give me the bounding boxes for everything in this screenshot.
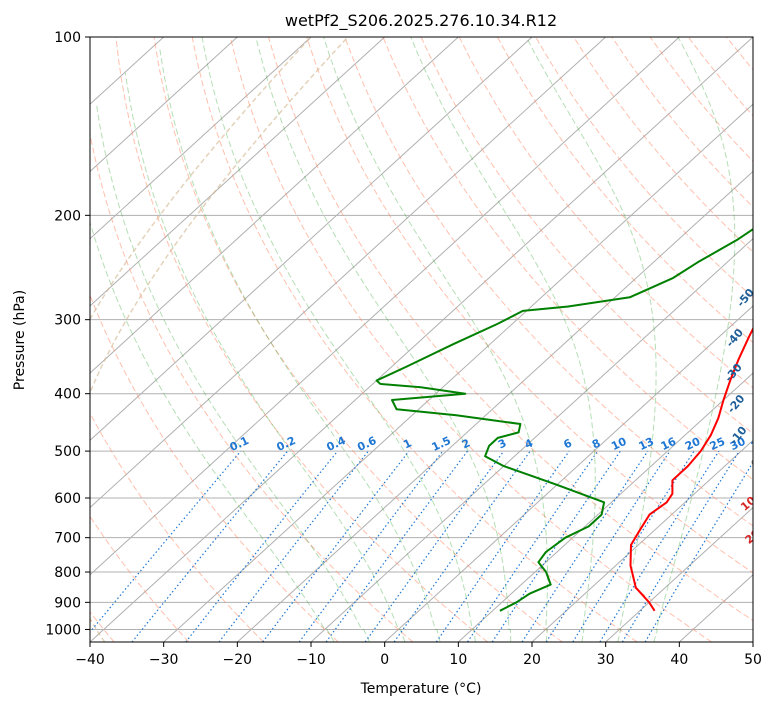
x-tick-label: 40 [670,652,688,668]
mixing-ratio-label: 16 [659,435,679,453]
dry-adiabat-line [229,37,712,642]
mixing-ratio-line [435,450,570,642]
y-axis-label: Pressure (hPa) [12,290,28,390]
chart-title: wetPf2_S206.2025.276.10.34.R12 [285,11,557,31]
isotherm-line [90,37,533,442]
mixing-ratio-label: 20 [683,435,703,453]
moist-adiabat-line [255,37,512,642]
mixing-ratio-line [621,450,740,642]
y-tick-label: 600 [54,491,81,507]
isotherm-line [457,372,753,642]
isotherm-line [90,37,312,240]
y-tick-label: 400 [54,387,81,403]
mixing-ratio-line [466,450,599,642]
mixing-ratio-line [262,450,410,642]
mixing-ratio-line [521,450,649,642]
isotherm-line [90,37,753,642]
mixing-ratio-line [298,450,444,642]
dry-adiabat-line [153,37,563,642]
x-axis-label: Temperature (°C) [360,681,482,697]
grid-layer [90,37,753,642]
x-tick-label: 30 [597,652,615,668]
x-tick-label: 20 [523,652,541,668]
mixing-ratio-line [131,450,289,642]
y-tick-label: 800 [54,565,81,581]
dry-adiabat-line [344,37,753,527]
mixing-ratio-line [325,450,468,642]
isotherm-line [384,305,753,642]
y-tick-label: 500 [54,444,81,460]
x-tick-label: −30 [149,652,179,668]
mixing-ratio-line [185,450,339,642]
x-tick-label: 10 [449,652,467,668]
mixing-ratio-label: 25 [708,435,727,453]
isotherm-line [90,37,386,307]
mixing-ratio-line [491,450,621,642]
dry-adiabat-line [535,37,753,298]
x-tick-label: 0 [380,652,389,668]
x-tick-label: −10 [296,652,326,668]
moist-adiabat-label: 0 [749,456,763,471]
dry-adiabat-line [306,37,753,574]
moist-adiabat-label: 20 [743,527,763,547]
isotherm-line [605,506,753,642]
x-tick-label: −40 [75,652,105,668]
mixing-ratio-label: 30 [728,435,748,453]
mixing-ratio-line [364,450,505,642]
y-tick-label: 900 [54,595,81,611]
isotherm-line [90,37,238,173]
dry-adiabat-line [90,293,339,642]
temperature-profile-line [629,326,753,612]
moist-adiabat-line [124,72,406,642]
series-layer [375,227,753,612]
y-tick-label: 300 [54,313,81,329]
mixing-ratio-line [572,450,695,642]
dewpoint-profile-line [375,227,753,612]
mixing-ratio-line [393,450,531,642]
dry-adiabat-line [90,131,414,642]
isotherm-line [236,170,753,642]
axis-layer: −40 −30 −20 −10 0 10 20 30 40 5010020030040050060… [45,30,762,668]
isotherm-line [90,37,680,576]
saturation-curve [90,37,349,642]
dry-adiabat-line [90,515,190,642]
y-tick-label: 1000 [45,622,81,638]
isotherm-line [90,37,459,374]
mixing-ratio-line [90,450,242,633]
isotherm-line [310,237,753,642]
moist-adiabat-line [201,37,476,642]
moist-adiabat-line [323,37,548,642]
y-tick-label: 100 [54,30,81,46]
dry-adiabat-line [191,37,638,642]
dry-adiabat-line [268,37,753,622]
isotherm-line [163,103,753,642]
dry-adiabat-line [458,37,753,389]
saturation-curve [90,37,312,321]
moist-adiabat-line [90,220,335,642]
dry-adiabat-line [496,37,753,344]
moist-adiabat-line [653,37,736,642]
x-tick-label: 50 [744,652,762,668]
mixing-ratio-label: 36 [749,435,769,453]
dry-adiabat-line [90,412,264,642]
mixing-ratio-line [545,450,671,642]
isotherm-line [531,439,753,642]
mixing-ratio-label: 10 [609,435,629,453]
x-tick-label: −20 [223,652,253,668]
mixing-ratio-label: 13 [637,435,656,453]
moist-adiabat-line [96,104,371,642]
isotherm-line [90,37,607,509]
dry-adiabat-line [115,37,488,642]
theta-label: -60 [749,243,772,267]
plot-frame [89,36,754,643]
y-tick-label: 200 [54,208,81,224]
y-tick-label: 700 [54,531,81,547]
moist-adiabat-line [525,37,657,642]
